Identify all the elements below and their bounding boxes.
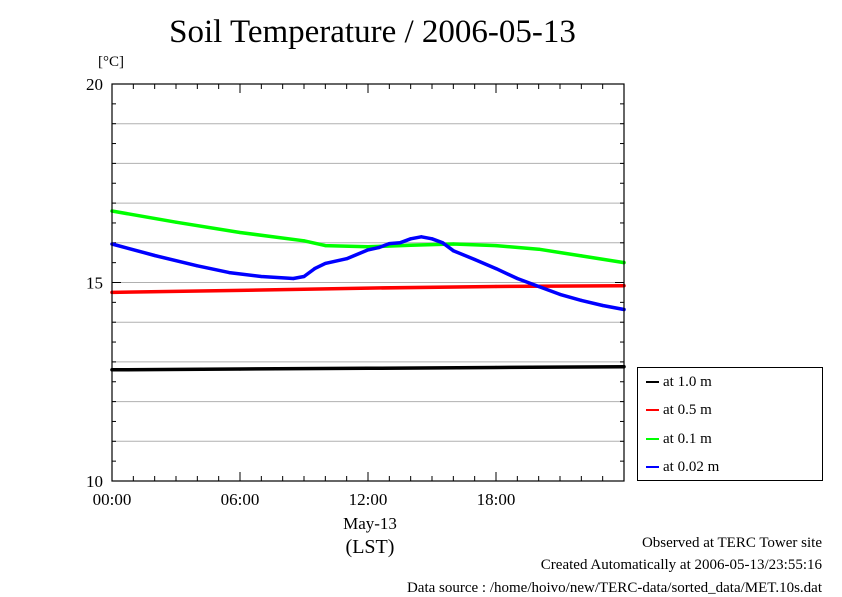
legend-swatch-01m bbox=[646, 437, 659, 440]
y-tick-label: 20 bbox=[86, 75, 103, 94]
x-tick-label: 00:00 bbox=[93, 490, 132, 509]
footer-created: Created Automatically at 2006-05-13/23:5… bbox=[540, 557, 822, 573]
series-point-2 bbox=[579, 254, 583, 258]
legend-item-1m: at 1.0 m bbox=[646, 374, 712, 391]
series-point-3 bbox=[515, 276, 519, 281]
series-point-3 bbox=[430, 237, 434, 241]
series-point-3 bbox=[377, 245, 381, 250]
footer-source: Data source : /home/hoivo/new/TERC-data/… bbox=[406, 580, 822, 596]
series-point-1 bbox=[238, 288, 242, 293]
series-point-0 bbox=[238, 367, 242, 371]
series-point-3 bbox=[313, 267, 317, 271]
legend: at 1.0 m at 0.5 m at 0.1 m at 0.02 m bbox=[637, 367, 823, 481]
series-point-3 bbox=[398, 241, 402, 245]
series-point-3 bbox=[153, 253, 157, 258]
x-tick-label: 12:00 bbox=[349, 490, 388, 509]
series-point-2 bbox=[494, 243, 498, 248]
legend-label-01m: at 0.1 m bbox=[663, 431, 712, 447]
legend-item-05m: at 0.5 m bbox=[646, 402, 712, 419]
series-point-3 bbox=[291, 276, 295, 281]
legend-swatch-05m bbox=[646, 408, 659, 411]
series-point-3 bbox=[419, 235, 423, 239]
series-point-2 bbox=[323, 243, 327, 248]
series-point-1 bbox=[494, 284, 498, 289]
plot-frame bbox=[111, 83, 625, 482]
x-tick-label: 18:00 bbox=[477, 490, 516, 509]
series-point-3 bbox=[195, 264, 199, 268]
series-point-0 bbox=[366, 366, 370, 370]
series-point-3 bbox=[558, 292, 562, 297]
footer-observed: Observed at TERC Tower site bbox=[641, 535, 822, 551]
series-point-2 bbox=[366, 245, 370, 249]
series-point-2 bbox=[409, 243, 413, 247]
legend-label-002m: at 0.02 m bbox=[663, 459, 720, 475]
series-point-3 bbox=[473, 257, 477, 262]
series-point-2 bbox=[451, 242, 455, 246]
series-point-3 bbox=[302, 274, 306, 279]
series-point-3 bbox=[409, 237, 413, 241]
series-point-3 bbox=[227, 270, 231, 275]
legend-label-05m: at 0.5 m bbox=[663, 402, 712, 418]
y-tick-label: 15 bbox=[86, 274, 103, 293]
series-point-2 bbox=[537, 247, 541, 251]
series-point-3 bbox=[441, 241, 445, 245]
x-tick-label: 06:00 bbox=[221, 490, 260, 509]
series-point-3 bbox=[494, 267, 498, 271]
series-point-2 bbox=[238, 230, 242, 235]
legend-label-1m: at 1.0 m bbox=[663, 374, 712, 390]
series-point-2 bbox=[174, 220, 178, 224]
series-point-3 bbox=[323, 261, 327, 266]
x-axis-date: May-13 bbox=[343, 514, 397, 533]
chart-title: Soil Temperature / 2006-05-13 bbox=[169, 14, 576, 50]
series-point-3 bbox=[345, 257, 349, 261]
legend-item-002m: at 0.02 m bbox=[646, 459, 719, 476]
series-point-3 bbox=[579, 298, 583, 302]
series-point-3 bbox=[601, 303, 605, 308]
series-point-0 bbox=[494, 365, 498, 370]
series-point-2 bbox=[302, 239, 306, 243]
series-point-1 bbox=[366, 286, 370, 290]
series-line-2 bbox=[110, 209, 626, 265]
legend-item-01m: at 0.1 m bbox=[646, 431, 712, 448]
y-axis-unit: [°C] bbox=[98, 54, 124, 70]
y-tick-label: 10 bbox=[86, 472, 103, 491]
series-point-3 bbox=[259, 274, 263, 279]
legend-swatch-1m bbox=[646, 380, 659, 383]
series-point-3 bbox=[451, 249, 455, 253]
series-point-3 bbox=[366, 248, 370, 252]
legend-swatch-002m bbox=[646, 465, 659, 468]
series-point-3 bbox=[537, 284, 541, 289]
series-point-3 bbox=[387, 241, 391, 246]
x-axis-timezone: (LST) bbox=[345, 536, 395, 558]
